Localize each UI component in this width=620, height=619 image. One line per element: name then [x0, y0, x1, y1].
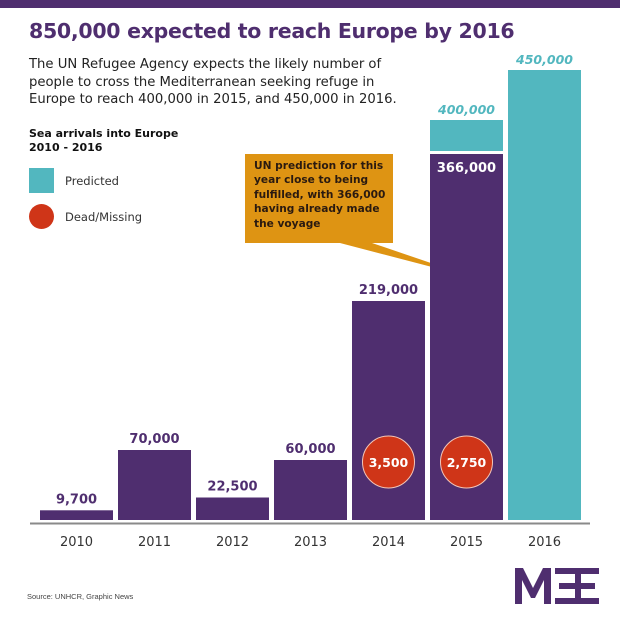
bar-predicted-2015	[430, 120, 503, 151]
legend-title-line1: Sea arrivals into Europe	[29, 127, 179, 140]
bar-label-predicted-2016: 450,000	[515, 52, 573, 67]
bar-actual-2010	[40, 510, 113, 520]
bar-label-2012: 22,500	[207, 480, 257, 495]
legend-label: Dead/Missing	[65, 209, 143, 224]
legend-title-line2: 2010 - 2016	[29, 141, 103, 154]
subtitle: The UN Refugee Agency expects the likely…	[29, 57, 397, 107]
dead-missing-label-2015: 2,750	[447, 455, 487, 470]
callout-text: UN prediction for this year close to bei…	[254, 160, 386, 230]
bar-actual-2012	[196, 497, 269, 520]
dead-missing-dot	[29, 204, 54, 229]
x-tick-label-2010: 2010	[60, 535, 93, 550]
bar-predicted-2016	[508, 70, 581, 520]
mee-logo	[515, 568, 599, 604]
bar-label-predicted-2015: 400,000	[437, 102, 495, 117]
dead-missing-circle-2015	[440, 435, 493, 489]
x-tick-label-2015: 2015	[450, 535, 483, 550]
top-band	[0, 0, 620, 8]
dead-missing-label-2014: 3,500	[369, 455, 409, 470]
x-tick-label-2016: 2016	[528, 535, 561, 550]
bar-label-2011: 70,000	[129, 432, 179, 447]
legend-item-predicted: Predicted	[29, 168, 119, 193]
callout-box	[245, 154, 478, 279]
x-tick-label-2012: 2012	[216, 535, 249, 550]
predicted-swatch	[29, 168, 54, 193]
bar-label-2013: 60,000	[285, 442, 335, 457]
x-tick-label-2013: 2013	[294, 535, 327, 550]
page-title: 850,000 expected to reach Europe by 2016	[29, 19, 515, 43]
bar-label-2015: 366,000	[437, 161, 496, 176]
x-tick-label-2011: 2011	[138, 535, 171, 550]
bar-actual-2013	[274, 460, 347, 520]
legend-label: Predicted	[65, 173, 119, 188]
source-note: Source: UNHCR, Graphic News	[27, 592, 134, 601]
dead-missing-circle-2014	[362, 435, 415, 489]
legend-title: Sea arrivals into Europe 2010 - 2016	[29, 127, 178, 155]
bar-label-2014: 219,000	[359, 283, 418, 298]
legend-item-dead-missing: Dead/Missing	[29, 204, 142, 229]
bar-label-2010: 9,700	[56, 492, 97, 507]
bar-actual-2011	[118, 450, 191, 520]
x-tick-label-2014: 2014	[372, 535, 405, 550]
